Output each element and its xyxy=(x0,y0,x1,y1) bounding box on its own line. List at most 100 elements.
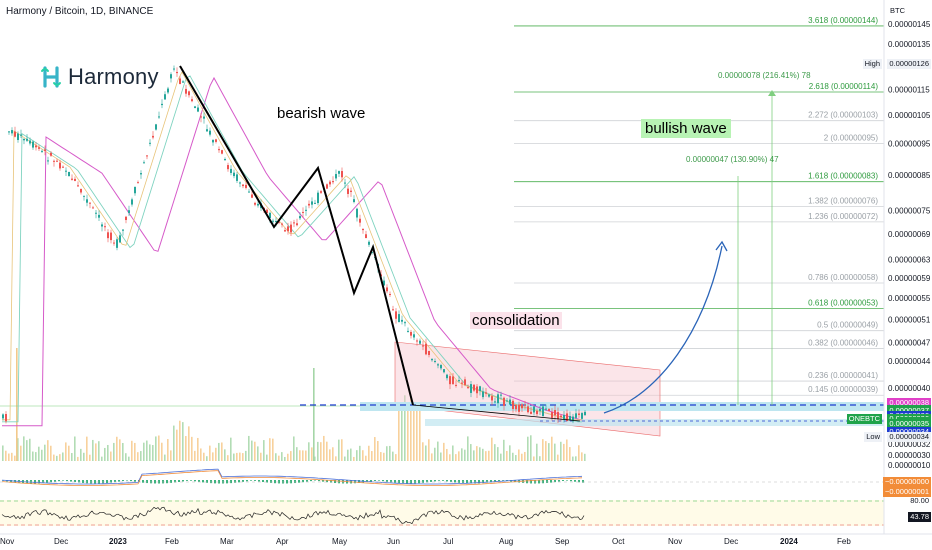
candle-body xyxy=(494,401,496,403)
macd-hist xyxy=(254,480,256,481)
price-tick-label: 0.00000115 xyxy=(888,86,930,95)
rsi-upper-label: 80.00 xyxy=(910,496,929,505)
volume-bar xyxy=(50,445,52,461)
rsi-pane xyxy=(0,500,884,526)
candle-body xyxy=(410,331,412,336)
macd-hist xyxy=(330,480,332,483)
candle-body xyxy=(566,413,568,421)
candle-body xyxy=(41,150,43,152)
macd-hist xyxy=(454,480,456,483)
candle-body xyxy=(5,414,7,422)
candle-body xyxy=(128,210,130,213)
candle-body xyxy=(449,376,451,385)
candle-body xyxy=(515,405,517,410)
candle-body xyxy=(62,166,64,168)
brand-name: Harmony xyxy=(68,64,159,89)
volume-bar xyxy=(497,447,499,461)
volume-bar xyxy=(47,440,49,461)
candle-body xyxy=(77,185,79,187)
candle-body xyxy=(242,184,244,187)
fib-level-label: 2.272 (0.00000103) xyxy=(808,111,878,120)
candle-body xyxy=(71,178,73,180)
volume-bar xyxy=(368,445,370,461)
macd-hist xyxy=(430,480,432,482)
candle-body xyxy=(353,199,355,203)
volume-bar xyxy=(83,452,85,461)
volume-bar xyxy=(581,452,583,461)
volume-bar xyxy=(374,437,376,461)
volume-bar xyxy=(467,436,469,461)
macd-hist xyxy=(82,480,84,483)
macd-hist xyxy=(230,480,232,484)
volume-bar xyxy=(356,450,358,461)
macd-hist xyxy=(494,480,496,482)
volume-bar xyxy=(389,445,391,461)
price-tick-label: 0.00000047 xyxy=(888,338,931,347)
candle-body xyxy=(26,138,28,141)
volume-bar xyxy=(431,453,433,461)
volume-bar xyxy=(113,442,115,461)
volume-bar xyxy=(482,448,484,461)
macd-hist xyxy=(134,480,136,482)
time-tick-label: Oct xyxy=(612,537,625,546)
candle-body xyxy=(551,412,553,418)
volume-bar xyxy=(143,442,145,461)
time-tick-label: Mar xyxy=(220,537,234,546)
candle-body xyxy=(200,116,202,118)
target2-label: 0.00000078 (216.41%) 78 xyxy=(718,71,811,80)
volume-bar xyxy=(443,442,445,461)
macd-hist xyxy=(246,480,248,482)
volume-bar xyxy=(392,451,394,461)
macd-hist xyxy=(62,480,64,481)
macd-hist xyxy=(450,480,452,482)
volume-bar xyxy=(119,439,121,461)
candle-body xyxy=(278,221,280,223)
candle-body xyxy=(581,413,583,419)
candle-body xyxy=(473,384,475,391)
macd-hist xyxy=(366,480,368,483)
volume-bar xyxy=(164,454,166,461)
target-measures: 0.00000047 (130.90%) 47 0.00000078 (216.4… xyxy=(686,71,811,405)
volume-bar xyxy=(266,454,268,461)
time-tick-label: 2023 xyxy=(109,537,127,546)
candle-body xyxy=(314,202,316,204)
macd-hist xyxy=(394,480,396,483)
volume-bar xyxy=(20,445,22,461)
macd-hist xyxy=(286,480,288,484)
macd-badge: −0.00000001 xyxy=(882,487,931,497)
candle-body xyxy=(464,379,466,385)
volume-bar xyxy=(284,456,286,461)
indicator-panes xyxy=(0,468,884,526)
candle-body xyxy=(233,172,235,177)
fib-level-label: 2 (0.00000095) xyxy=(824,134,879,143)
candle-body xyxy=(536,410,538,415)
candle-body xyxy=(383,280,385,286)
volume-bar xyxy=(569,447,571,461)
candle-body xyxy=(533,406,535,413)
candle-body xyxy=(188,91,190,96)
fib-extension: 3.618 (0.00000144) 2.618 (0.00000114) 2.27… xyxy=(0,16,884,407)
volume-bar xyxy=(452,445,454,461)
candle-body xyxy=(290,224,292,233)
volume-bar xyxy=(380,452,382,461)
volume-bar xyxy=(272,438,274,461)
macd-hist xyxy=(162,480,164,484)
volume-bar xyxy=(71,453,73,461)
candle-body xyxy=(497,394,499,404)
candle-body xyxy=(143,162,145,164)
macd-hist xyxy=(418,480,420,484)
macd-hist xyxy=(354,480,356,484)
volume-bar xyxy=(182,422,184,461)
volume-bar xyxy=(512,452,514,461)
macd-hist xyxy=(114,480,116,483)
price-tick-label: 0.00000069 xyxy=(888,230,931,239)
volume-bar xyxy=(563,443,565,461)
volume-bar xyxy=(278,455,280,461)
macd-hist xyxy=(298,480,300,483)
candle-body xyxy=(404,322,406,324)
candle-body xyxy=(248,191,250,193)
candle-body xyxy=(197,107,199,112)
volume-bar xyxy=(464,449,466,461)
